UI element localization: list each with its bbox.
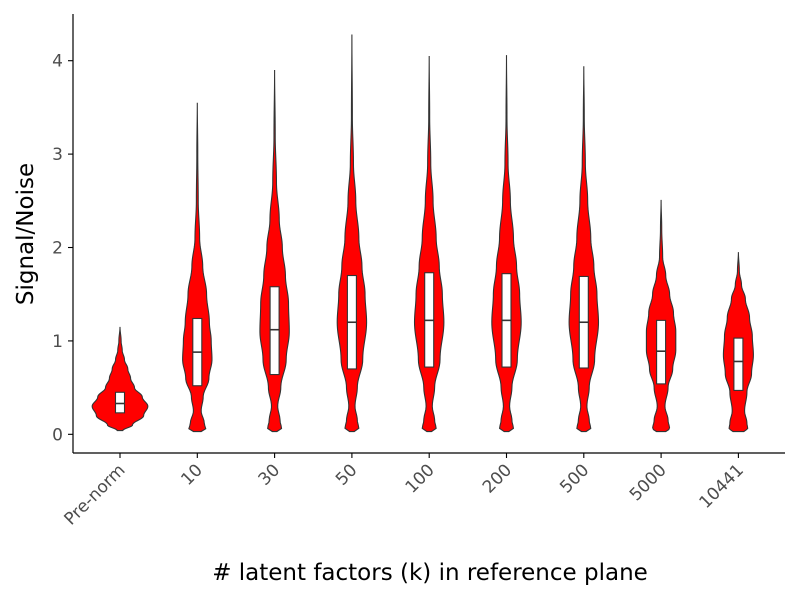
violin-30	[259, 70, 290, 433]
box-group	[114, 272, 744, 414]
violin-100	[413, 56, 445, 433]
x-tick-label: 200	[479, 460, 516, 497]
x-tick-label: 100	[402, 460, 439, 497]
x-tick-label: 10441	[696, 460, 748, 512]
x-tick-label: 500	[556, 460, 593, 497]
y-axis-title: Signal/Noise	[13, 163, 39, 305]
x-tick-label: 30	[255, 460, 284, 489]
y-tick-label: 2	[52, 239, 63, 259]
violin-50	[336, 34, 368, 433]
y-tick-label: 1	[52, 332, 63, 352]
box-30	[269, 286, 280, 376]
box-Pre-norm	[114, 391, 126, 414]
violin-group	[91, 34, 754, 433]
violin-10	[182, 102, 213, 433]
violin-500	[568, 66, 600, 433]
violin-Pre-norm	[91, 326, 149, 432]
y-axis-ticks: 0 1 2 3 4	[52, 52, 73, 445]
box-5000	[656, 319, 667, 385]
x-axis-ticks: Pre-norm 10 30 50 100 200 500 5000 10441	[61, 453, 748, 529]
box-10441	[733, 337, 744, 391]
x-tick-label: Pre-norm	[61, 460, 130, 529]
y-tick-label: 0	[52, 425, 63, 445]
y-tick-label: 4	[52, 52, 63, 72]
x-tick-label: 10	[177, 460, 206, 489]
x-tick-label: 50	[332, 460, 361, 489]
violin-200	[491, 55, 522, 433]
x-axis-title: # latent factors (k) in reference plane	[212, 560, 648, 586]
x-tick-label: 5000	[626, 460, 671, 505]
y-tick-label: 3	[52, 145, 63, 165]
violin-5000	[645, 199, 677, 433]
